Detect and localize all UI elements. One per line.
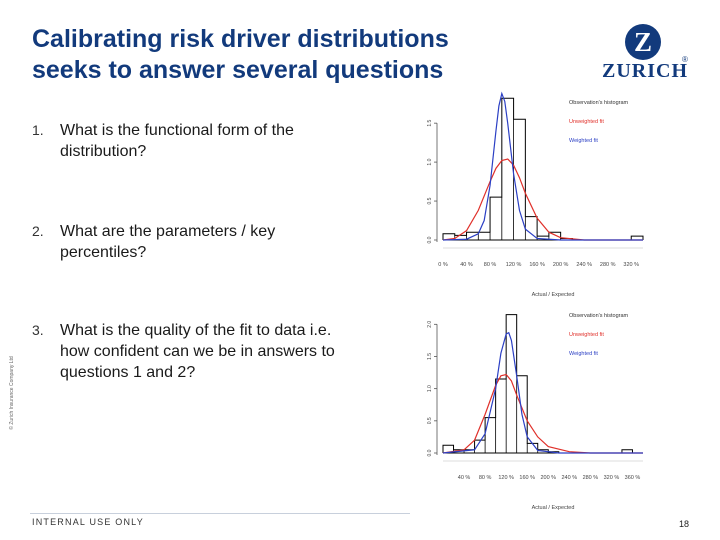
zurich-logo-mark: Z (625, 24, 661, 60)
slide-title-line-1: Calibrating risk driver distributions (32, 25, 449, 53)
x-tick-label: 200 % (553, 262, 569, 268)
x-tick-label: 120 % (498, 475, 514, 481)
legend-entry: Weighted fit (569, 351, 598, 357)
footer-divider (30, 513, 410, 514)
copyright-note: © Zurich Insurance Company Ltd (2, 300, 22, 490)
y-tick-label: 2.0 (427, 321, 433, 328)
x-tick-label: 160 % (519, 475, 535, 481)
question-text: What is the quality of the fit to data i… (60, 322, 335, 381)
x-tick-label: 200 % (540, 475, 556, 481)
footer-label: INTERNAL USE ONLY (32, 517, 144, 527)
registered-mark: ® (682, 55, 688, 64)
x-tick-label: 280 % (600, 262, 616, 268)
slide-title-line-2: seeks to answer several questions (32, 56, 444, 84)
x-tick-label: 40 % (460, 262, 473, 268)
weighted-fit-line (442, 331, 643, 454)
page-number: 18 (679, 519, 690, 529)
unweighted-fit-line (442, 158, 643, 241)
y-tick-label: 0.0 (427, 449, 433, 456)
x-tick-label: 240 % (562, 475, 578, 481)
copyright-text: © Zurich Insurance Company Ltd (9, 356, 15, 430)
question-number: 1. (32, 122, 44, 138)
question-number: 2. (32, 223, 44, 239)
x-tick-label: 280 % (583, 475, 599, 481)
x-tick-label: 40 % (458, 475, 471, 481)
x-tick-label: 240 % (576, 262, 592, 268)
y-tick-label: 0.5 (427, 197, 433, 204)
x-tick-label: 160 % (529, 262, 545, 268)
x-tick-label: 320 % (623, 262, 639, 268)
legend-entry: Observation's histogram (569, 313, 629, 319)
unweighted-fit-line (442, 373, 643, 454)
histogram-outline (442, 314, 643, 454)
weighted-fit-line (442, 91, 643, 241)
x-tick-label: 360 % (625, 475, 641, 481)
x-tick-label: 80 % (484, 262, 497, 268)
y-tick-label: 0.5 (427, 417, 433, 424)
legend-entry: Observation's histogram (569, 100, 629, 106)
histogram-fit-chart-1: 0.0 0.5 1.0 1.5 0 % 40 % 80 % 120 % 160 % 200 % 24… (395, 84, 655, 299)
chart-1-svg: 0.0 0.5 1.0 1.5 0 % 40 % 80 % 120 % 160 % 200 % 24… (427, 91, 644, 298)
y-tick-label: 0.0 (427, 236, 433, 243)
x-axis-label: Actual / Expected (532, 292, 575, 298)
question-text: What are the parameters / key percentile… (60, 223, 276, 261)
legend-entry: Unweighted fit (569, 332, 604, 338)
x-tick-label: 120 % (506, 262, 522, 268)
y-tick-label: 1.5 (427, 353, 433, 360)
x-tick-label: 80 % (479, 475, 492, 481)
y-tick-label: 1.0 (427, 158, 433, 165)
y-tick-label: 1.5 (427, 119, 433, 126)
slide-title: Calibrating risk driver distributions se… (32, 24, 532, 86)
question-text: What is the functional form of the distr… (60, 122, 294, 160)
legend-entry: Weighted fit (569, 138, 598, 144)
question-number: 3. (32, 322, 44, 338)
x-tick-label: 0 % (438, 262, 448, 268)
histogram-fit-chart-2: 0.0 0.5 1.0 1.5 2.0 40 % 80 % 120 % 160 % 200 % 24… (395, 297, 655, 512)
zurich-logo: Z ZURICH ® (598, 22, 694, 84)
chart-2-svg: 0.0 0.5 1.0 1.5 2.0 40 % 80 % 120 % 160 % 200 % 24… (427, 313, 643, 511)
x-axis-label: Actual / Expected (532, 505, 575, 511)
zurich-logo-word: ZURICH (602, 60, 689, 82)
x-tick-label: 320 % (604, 475, 620, 481)
legend-entry: Unweighted fit (569, 119, 604, 125)
y-tick-label: 1.0 (427, 385, 433, 392)
